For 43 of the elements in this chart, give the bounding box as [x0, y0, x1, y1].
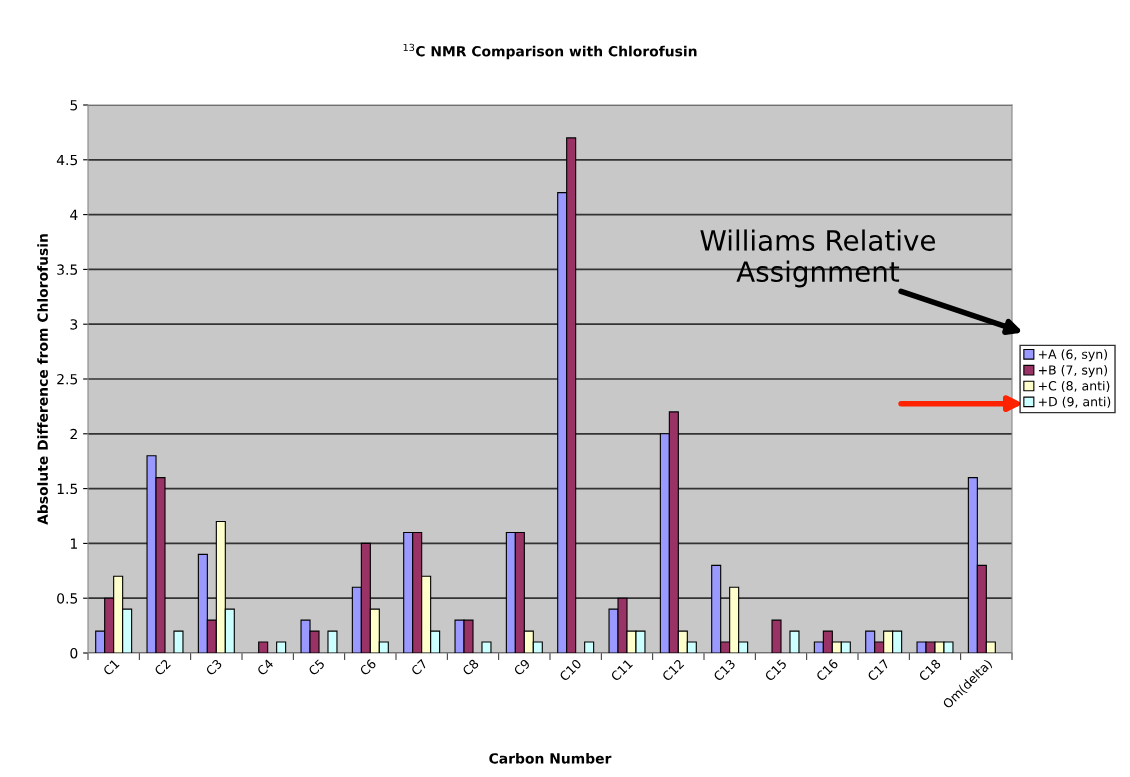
- y-tick-label: 2.5: [57, 373, 78, 385]
- x-tick-label: C6: [359, 658, 377, 676]
- y-tick-label: 1.5: [57, 483, 78, 495]
- legend-label: +B (7, syn): [1038, 365, 1108, 378]
- x-tick-label: C3: [205, 658, 223, 676]
- bar: [789, 630, 800, 653]
- x-tick-label: C11: [610, 658, 634, 682]
- x-tick-label: C10: [558, 658, 582, 682]
- x-tick-label: C4: [256, 658, 275, 676]
- y-tick-label: 0.5: [57, 593, 78, 604]
- legend-label: +C (8, anti): [1038, 380, 1110, 393]
- x-tick-label: C1: [102, 658, 120, 676]
- y-tick-label: 4: [70, 209, 78, 220]
- x-tick-label: C7: [410, 658, 428, 676]
- bar: [258, 641, 269, 653]
- x-tick-label: C12: [661, 658, 685, 682]
- bar: [771, 619, 782, 653]
- x-tick-label: C16: [815, 658, 839, 682]
- x-tick-label: C2: [153, 658, 171, 676]
- bar: [276, 641, 287, 653]
- y-tick-label: 5: [70, 100, 78, 111]
- x-tick-label: C13: [712, 658, 736, 682]
- x-tick-label: C9: [513, 658, 531, 676]
- x-tick-label: C17: [866, 658, 890, 682]
- y-tick-label: 3.5: [57, 264, 78, 275]
- legend-label: +A (6, syn): [1038, 349, 1108, 362]
- x-axis-title: Carbon Number: [489, 752, 612, 764]
- y-tick-label: 1: [70, 538, 77, 549]
- y-tick-label: 0: [70, 647, 78, 659]
- y-tick-label: 3: [70, 319, 78, 330]
- x-tick-label: C15: [764, 658, 788, 682]
- chart-title: $^{13}$C NMR Comparison with Chlorofusin: [403, 43, 697, 60]
- bar: [173, 630, 184, 653]
- y-axis-title: Absolute Difference from Chlorofusin: [37, 234, 48, 525]
- bar: [327, 630, 338, 653]
- legend-label: +D (9, anti): [1038, 396, 1111, 408]
- x-tick-label: C5: [307, 658, 326, 676]
- x-tick-label: C18: [918, 658, 942, 682]
- x-tick-label: C8: [461, 658, 480, 676]
- bar: [481, 641, 492, 653]
- bar: [584, 641, 595, 653]
- y-tick-label: 4.5: [56, 154, 78, 166]
- y-tick-label: 2: [70, 428, 77, 440]
